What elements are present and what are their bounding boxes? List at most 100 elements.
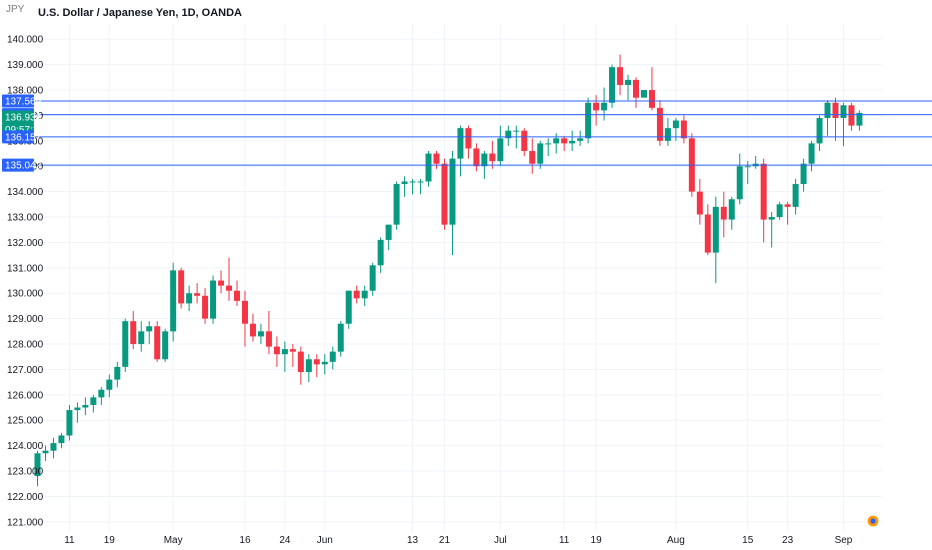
y-tick-label: 132.000 bbox=[7, 238, 44, 249]
candle bbox=[385, 224, 392, 251]
x-tick-label: Aug bbox=[667, 535, 685, 546]
candle bbox=[66, 405, 73, 441]
candle-body bbox=[672, 120, 679, 129]
candle-body bbox=[281, 349, 288, 355]
y-tick-label: 126.000 bbox=[7, 390, 44, 401]
candle bbox=[792, 178, 799, 215]
candle-body bbox=[369, 265, 376, 291]
x-tick-label: 16 bbox=[239, 535, 251, 546]
candle-body bbox=[513, 130, 520, 132]
candle-body bbox=[489, 153, 496, 162]
candle-body bbox=[130, 321, 137, 345]
candle bbox=[377, 237, 384, 273]
candle bbox=[162, 328, 169, 362]
candle bbox=[656, 100, 663, 146]
price-flag-label: 137.569 bbox=[5, 96, 42, 107]
horizontal-lines[interactable] bbox=[34, 100, 932, 166]
y-tick-label: 128.000 bbox=[7, 340, 44, 351]
candle bbox=[425, 151, 432, 187]
y-tick-label: 129.000 bbox=[7, 314, 44, 325]
candle bbox=[249, 313, 256, 342]
x-axis: 11 19 May 16 24 Jun 13 21 Jul 11 19 Aug 15 23 Sep bbox=[64, 535, 853, 546]
candle-body bbox=[856, 112, 863, 126]
price-flag-label: 136.157 bbox=[5, 132, 42, 143]
candle bbox=[409, 178, 416, 195]
candle-body bbox=[816, 117, 823, 144]
candle-body bbox=[218, 280, 225, 286]
x-tick-label: 24 bbox=[279, 535, 291, 546]
currency-label: JPY bbox=[6, 4, 25, 15]
candle bbox=[50, 438, 57, 459]
grid-lines bbox=[34, 24, 882, 532]
candle bbox=[138, 321, 145, 352]
candle bbox=[226, 257, 233, 301]
candle-body bbox=[704, 214, 711, 253]
candle bbox=[353, 285, 360, 304]
candle-body bbox=[465, 128, 472, 149]
candle-body bbox=[840, 105, 847, 118]
candle-body bbox=[617, 67, 624, 85]
candle-body bbox=[736, 166, 743, 200]
candle-body bbox=[640, 90, 647, 98]
event-icon[interactable] bbox=[866, 514, 880, 528]
candle bbox=[664, 117, 671, 146]
candle-body bbox=[385, 224, 392, 240]
candle-body bbox=[760, 163, 767, 220]
candle bbox=[640, 90, 647, 98]
candle-body bbox=[728, 199, 735, 220]
candle bbox=[329, 346, 336, 370]
candle bbox=[441, 158, 448, 230]
candle-body bbox=[633, 79, 639, 98]
candle bbox=[784, 201, 791, 225]
y-tick-label: 124.000 bbox=[7, 441, 44, 452]
candles bbox=[34, 54, 863, 487]
candle-body bbox=[313, 359, 320, 365]
candle bbox=[816, 115, 823, 151]
candle-body bbox=[377, 239, 384, 266]
candle bbox=[593, 95, 600, 126]
candle bbox=[465, 125, 472, 159]
candle bbox=[808, 140, 815, 172]
candle-body bbox=[241, 300, 248, 324]
candle bbox=[34, 450, 41, 487]
candle bbox=[154, 321, 161, 362]
candle-body bbox=[305, 359, 312, 372]
candle bbox=[625, 74, 632, 101]
candle-body bbox=[680, 120, 687, 139]
x-tick-label: Sep bbox=[835, 535, 853, 546]
candle bbox=[146, 321, 153, 345]
price-flag-bg bbox=[2, 158, 34, 172]
candle-body bbox=[353, 290, 360, 299]
candle-body bbox=[792, 184, 799, 207]
y-tick-label: 121.000 bbox=[7, 517, 44, 528]
candle-body bbox=[601, 102, 608, 111]
candle-body bbox=[808, 143, 815, 164]
price-flag-bg bbox=[2, 94, 34, 108]
candle bbox=[194, 283, 201, 304]
candle-body bbox=[393, 184, 400, 225]
candle-body bbox=[473, 148, 480, 167]
candle bbox=[257, 323, 264, 345]
candle bbox=[728, 196, 735, 230]
candle bbox=[186, 285, 193, 312]
y-tick-label: 140.000 bbox=[7, 35, 44, 46]
candle-body bbox=[74, 407, 81, 411]
candle-body bbox=[257, 331, 264, 337]
candle bbox=[122, 318, 129, 372]
price-flags: 137.569137.031135.042136.93909:57:34136.… bbox=[2, 94, 44, 172]
candle-body bbox=[497, 138, 504, 162]
candle-body bbox=[569, 140, 576, 144]
x-tick-label: 11 bbox=[559, 535, 570, 546]
candle bbox=[744, 161, 751, 185]
candle-body bbox=[106, 379, 113, 390]
candle bbox=[505, 125, 512, 146]
candle-body bbox=[648, 90, 655, 108]
candle-body bbox=[114, 366, 121, 380]
candle-body bbox=[265, 331, 272, 347]
candle-body bbox=[361, 290, 368, 299]
candle-body bbox=[457, 128, 464, 159]
candle bbox=[337, 321, 344, 357]
candle bbox=[760, 158, 767, 243]
y-tick-label: 138.000 bbox=[7, 86, 44, 97]
